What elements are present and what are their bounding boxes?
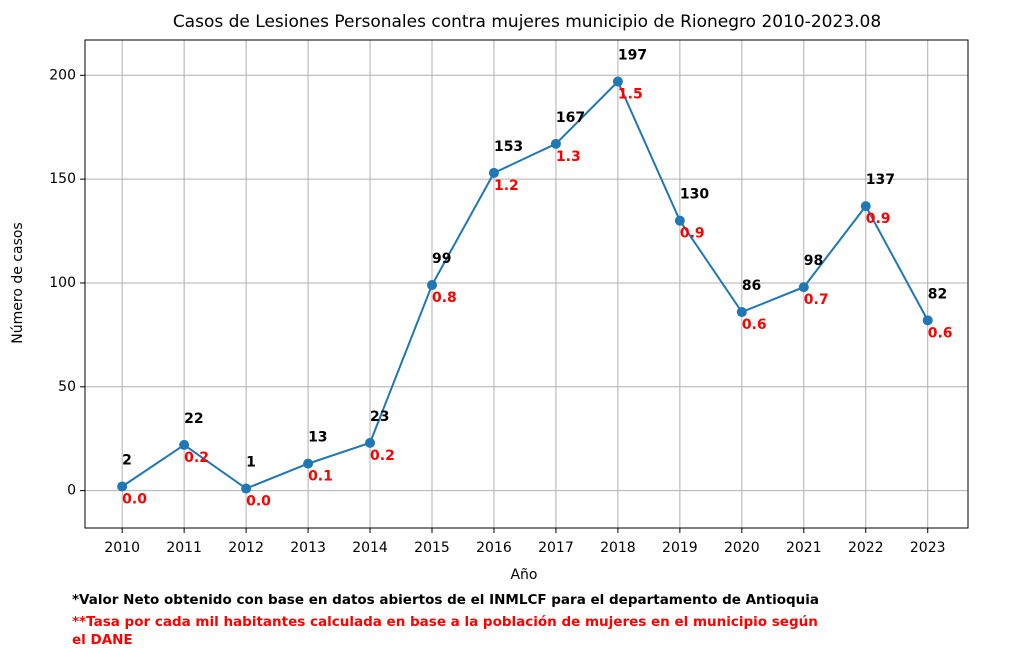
marker (550, 138, 561, 149)
x-tick-label: 2022 (848, 540, 884, 556)
value-label: 137 (866, 172, 895, 188)
rate-label: 0.8 (432, 290, 457, 306)
rate-label: 0.1 (308, 469, 333, 485)
x-tick-label: 2011 (166, 540, 202, 556)
value-label: 2 (122, 452, 132, 468)
value-label: 98 (804, 253, 823, 269)
y-tick-label: 100 (49, 275, 76, 291)
rate-label: 0.0 (246, 494, 271, 510)
x-tick-label: 2013 (290, 540, 326, 556)
marker (241, 483, 252, 494)
rate-label: 0.6 (742, 317, 767, 333)
marker (860, 201, 871, 212)
rate-label: 1.5 (618, 87, 643, 103)
value-label: 82 (928, 286, 947, 302)
line (121, 79, 929, 490)
marker (674, 215, 685, 226)
rate-label: 0.6 (928, 325, 953, 341)
marker (179, 439, 190, 450)
chart-title: Casos de Lesiones Personales contra muje… (173, 12, 881, 32)
x-tick-label: 2014 (352, 540, 388, 556)
footnote: *Valor Neto obtenido con base en datos a… (72, 592, 819, 608)
rate-label: 0.2 (184, 450, 209, 466)
marker (303, 458, 314, 469)
value-label: 23 (370, 409, 389, 425)
rate-label: 0.9 (680, 226, 705, 242)
y-tick-label: 200 (49, 67, 76, 83)
x-tick-label: 2012 (228, 540, 264, 556)
footnote: el DANE (72, 632, 133, 648)
value-label: 13 (308, 430, 327, 446)
footnote: **Tasa por cada mil habitantes calculada… (72, 614, 818, 630)
rate-label: 1.2 (494, 178, 519, 194)
rate-label: 1.3 (556, 149, 581, 165)
y-tick-label: 0 (67, 483, 76, 499)
x-tick-label: 2021 (786, 540, 822, 556)
y-axis-label: Número de casos (10, 222, 26, 343)
marker (117, 481, 128, 492)
x-tick-label: 2016 (476, 540, 512, 556)
y-tick-label: 150 (49, 171, 76, 187)
marker (736, 307, 747, 318)
marker (612, 76, 623, 87)
rate-label: 0.9 (866, 211, 891, 227)
x-tick-label: 2018 (600, 540, 636, 556)
y-tick-label: 50 (58, 379, 76, 395)
x-tick-label: 2017 (538, 540, 574, 556)
value-label: 99 (432, 251, 451, 267)
value-label: 130 (680, 187, 709, 203)
rate-label: 0.2 (370, 448, 395, 464)
x-tick-label: 2019 (662, 540, 698, 556)
value-label: 153 (494, 139, 523, 155)
marker (488, 167, 499, 178)
x-tick-label: 2015 (414, 540, 450, 556)
plot-frame (84, 39, 969, 529)
rate-label: 0.7 (804, 292, 829, 308)
marker (798, 282, 809, 293)
value-label: 197 (618, 48, 647, 64)
x-tick-label: 2010 (104, 540, 140, 556)
value-label: 22 (184, 411, 203, 427)
x-tick-label: 2020 (724, 540, 760, 556)
rate-label: 0.0 (122, 491, 147, 507)
value-label: 167 (556, 110, 585, 126)
marker (365, 437, 376, 448)
x-tick-label: 2023 (910, 540, 946, 556)
marker (922, 315, 933, 326)
value-label: 1 (246, 455, 256, 471)
value-label: 86 (742, 278, 761, 294)
marker (427, 280, 438, 291)
x-axis-label: Año (510, 567, 537, 583)
